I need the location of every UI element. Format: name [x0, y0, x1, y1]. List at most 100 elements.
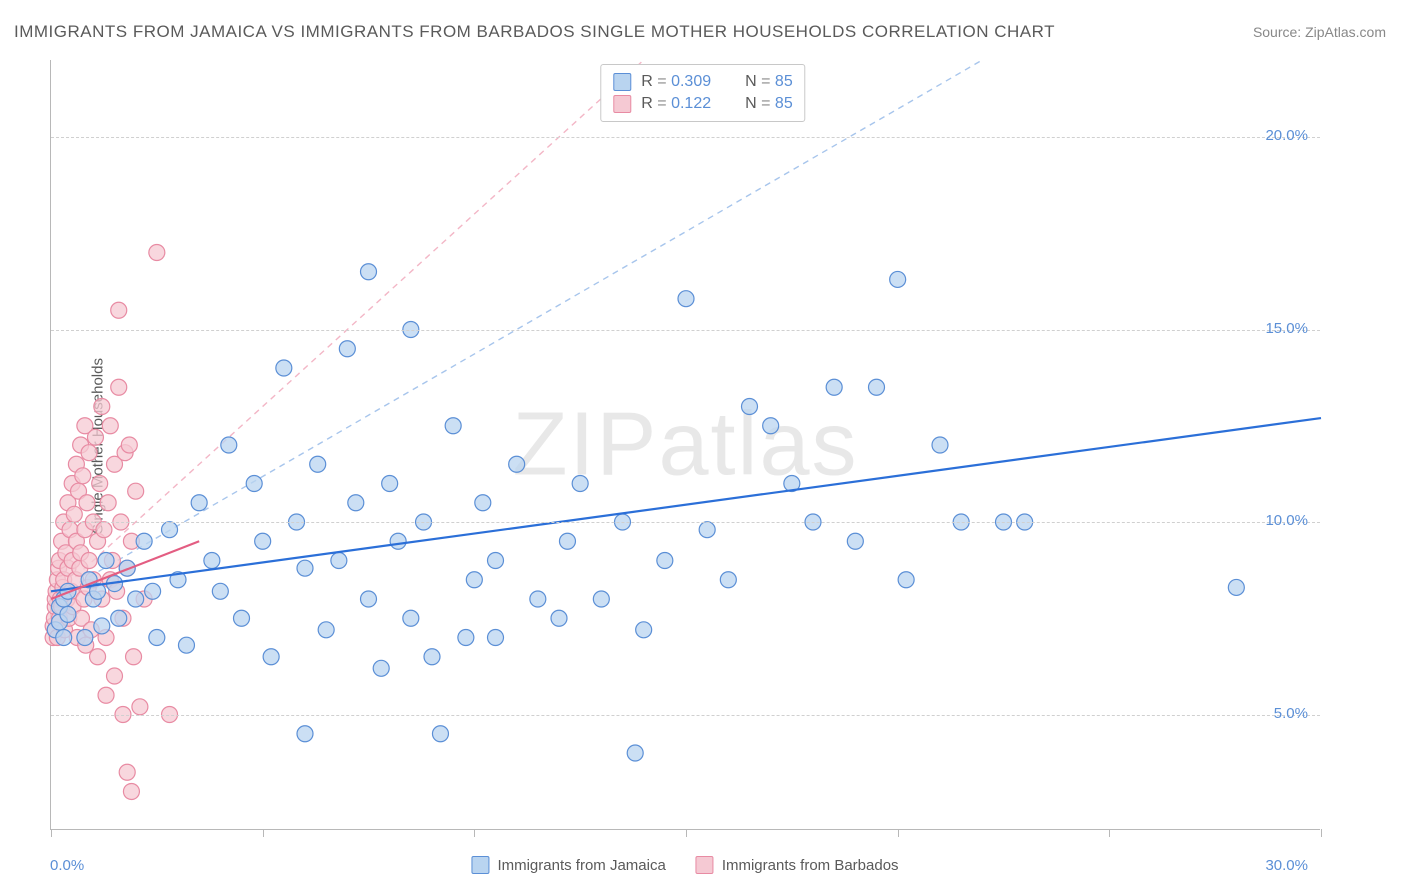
y-tick-label: 20.0%	[1265, 127, 1308, 144]
data-point	[79, 495, 95, 511]
data-point	[424, 649, 440, 665]
data-point	[509, 456, 525, 472]
data-point	[246, 476, 262, 492]
x-tick	[1321, 829, 1322, 837]
legend-label: Immigrants from Barbados	[722, 857, 899, 874]
legend-swatch	[471, 856, 489, 874]
data-point	[123, 784, 139, 800]
x-axis-row: 0.0% Immigrants from JamaicaImmigrants f…	[50, 850, 1320, 880]
data-point	[763, 418, 779, 434]
x-tick	[898, 829, 899, 837]
data-point	[432, 726, 448, 742]
data-point	[100, 495, 116, 511]
trend-line	[51, 418, 1321, 591]
data-point	[204, 553, 220, 569]
data-point	[276, 360, 292, 376]
legend-swatch	[696, 856, 714, 874]
data-point	[572, 476, 588, 492]
data-point	[488, 630, 504, 646]
legend-swatch	[613, 95, 631, 113]
data-point	[310, 456, 326, 472]
x-tick	[474, 829, 475, 837]
data-point	[128, 483, 144, 499]
bottom-legend-item: Immigrants from Barbados	[696, 856, 899, 874]
data-point	[136, 533, 152, 549]
data-point	[339, 341, 355, 357]
legend-n-label: N = 85	[745, 73, 793, 91]
data-point	[126, 649, 142, 665]
gridline	[51, 137, 1320, 138]
x-tick	[1109, 829, 1110, 837]
data-point	[149, 245, 165, 261]
source-attribution: Source: ZipAtlas.com	[1253, 24, 1386, 40]
bottom-legend-item: Immigrants from Jamaica	[471, 856, 665, 874]
data-point	[60, 606, 76, 622]
legend-r-label: R = 0.122	[641, 95, 711, 113]
data-point	[348, 495, 364, 511]
data-point	[390, 533, 406, 549]
data-point	[458, 630, 474, 646]
gridline	[51, 522, 1320, 523]
data-point	[898, 572, 914, 588]
data-point	[445, 418, 461, 434]
legend-swatch	[613, 73, 631, 91]
data-point	[56, 630, 72, 646]
legend-row: R = 0.309N = 85	[613, 71, 792, 93]
data-point	[466, 572, 482, 588]
data-point	[847, 533, 863, 549]
data-point	[94, 618, 110, 634]
data-point	[636, 622, 652, 638]
data-point	[699, 522, 715, 538]
data-point	[81, 553, 97, 569]
data-point	[255, 533, 271, 549]
data-point	[331, 553, 347, 569]
data-point	[373, 660, 389, 676]
y-tick-label: 15.0%	[1265, 320, 1308, 337]
data-point	[678, 291, 694, 307]
data-point	[128, 591, 144, 607]
data-point	[96, 522, 112, 538]
data-point	[263, 649, 279, 665]
data-point	[932, 437, 948, 453]
data-point	[559, 533, 575, 549]
data-point	[361, 591, 377, 607]
data-point	[77, 630, 93, 646]
data-point	[107, 668, 123, 684]
data-point	[318, 622, 334, 638]
correlation-legend-box: R = 0.309N = 85 R = 0.122 N = 85	[600, 64, 805, 122]
data-point	[111, 610, 127, 626]
data-point	[119, 764, 135, 780]
data-point	[102, 418, 118, 434]
data-point	[87, 429, 103, 445]
data-point	[111, 302, 127, 318]
data-point	[627, 745, 643, 761]
x-tick	[686, 829, 687, 837]
data-point	[111, 379, 127, 395]
legend-n-label: N = 85	[745, 95, 793, 113]
data-point	[92, 476, 108, 492]
gridline	[51, 330, 1320, 331]
legend-row: R = 0.122 N = 85	[613, 93, 792, 115]
data-point	[81, 445, 97, 461]
x-axis-end-label: 30.0%	[1265, 857, 1308, 874]
gridline	[51, 715, 1320, 716]
data-point	[149, 630, 165, 646]
data-point	[132, 699, 148, 715]
data-point	[145, 583, 161, 599]
data-point	[530, 591, 546, 607]
data-point	[551, 610, 567, 626]
data-point	[742, 399, 758, 415]
bottom-legend: Immigrants from Jamaica Immigrants from B…	[471, 856, 898, 874]
data-point	[121, 437, 137, 453]
y-tick-label: 10.0%	[1265, 512, 1308, 529]
data-point	[403, 610, 419, 626]
data-point	[657, 553, 673, 569]
data-point	[66, 506, 82, 522]
data-point	[475, 495, 491, 511]
data-point	[890, 271, 906, 287]
data-point	[720, 572, 736, 588]
plot-area: ZIPatlas 5.0%10.0%15.0%20.0%	[50, 60, 1320, 830]
y-tick-label: 5.0%	[1274, 705, 1308, 722]
data-point	[361, 264, 377, 280]
data-point	[593, 591, 609, 607]
